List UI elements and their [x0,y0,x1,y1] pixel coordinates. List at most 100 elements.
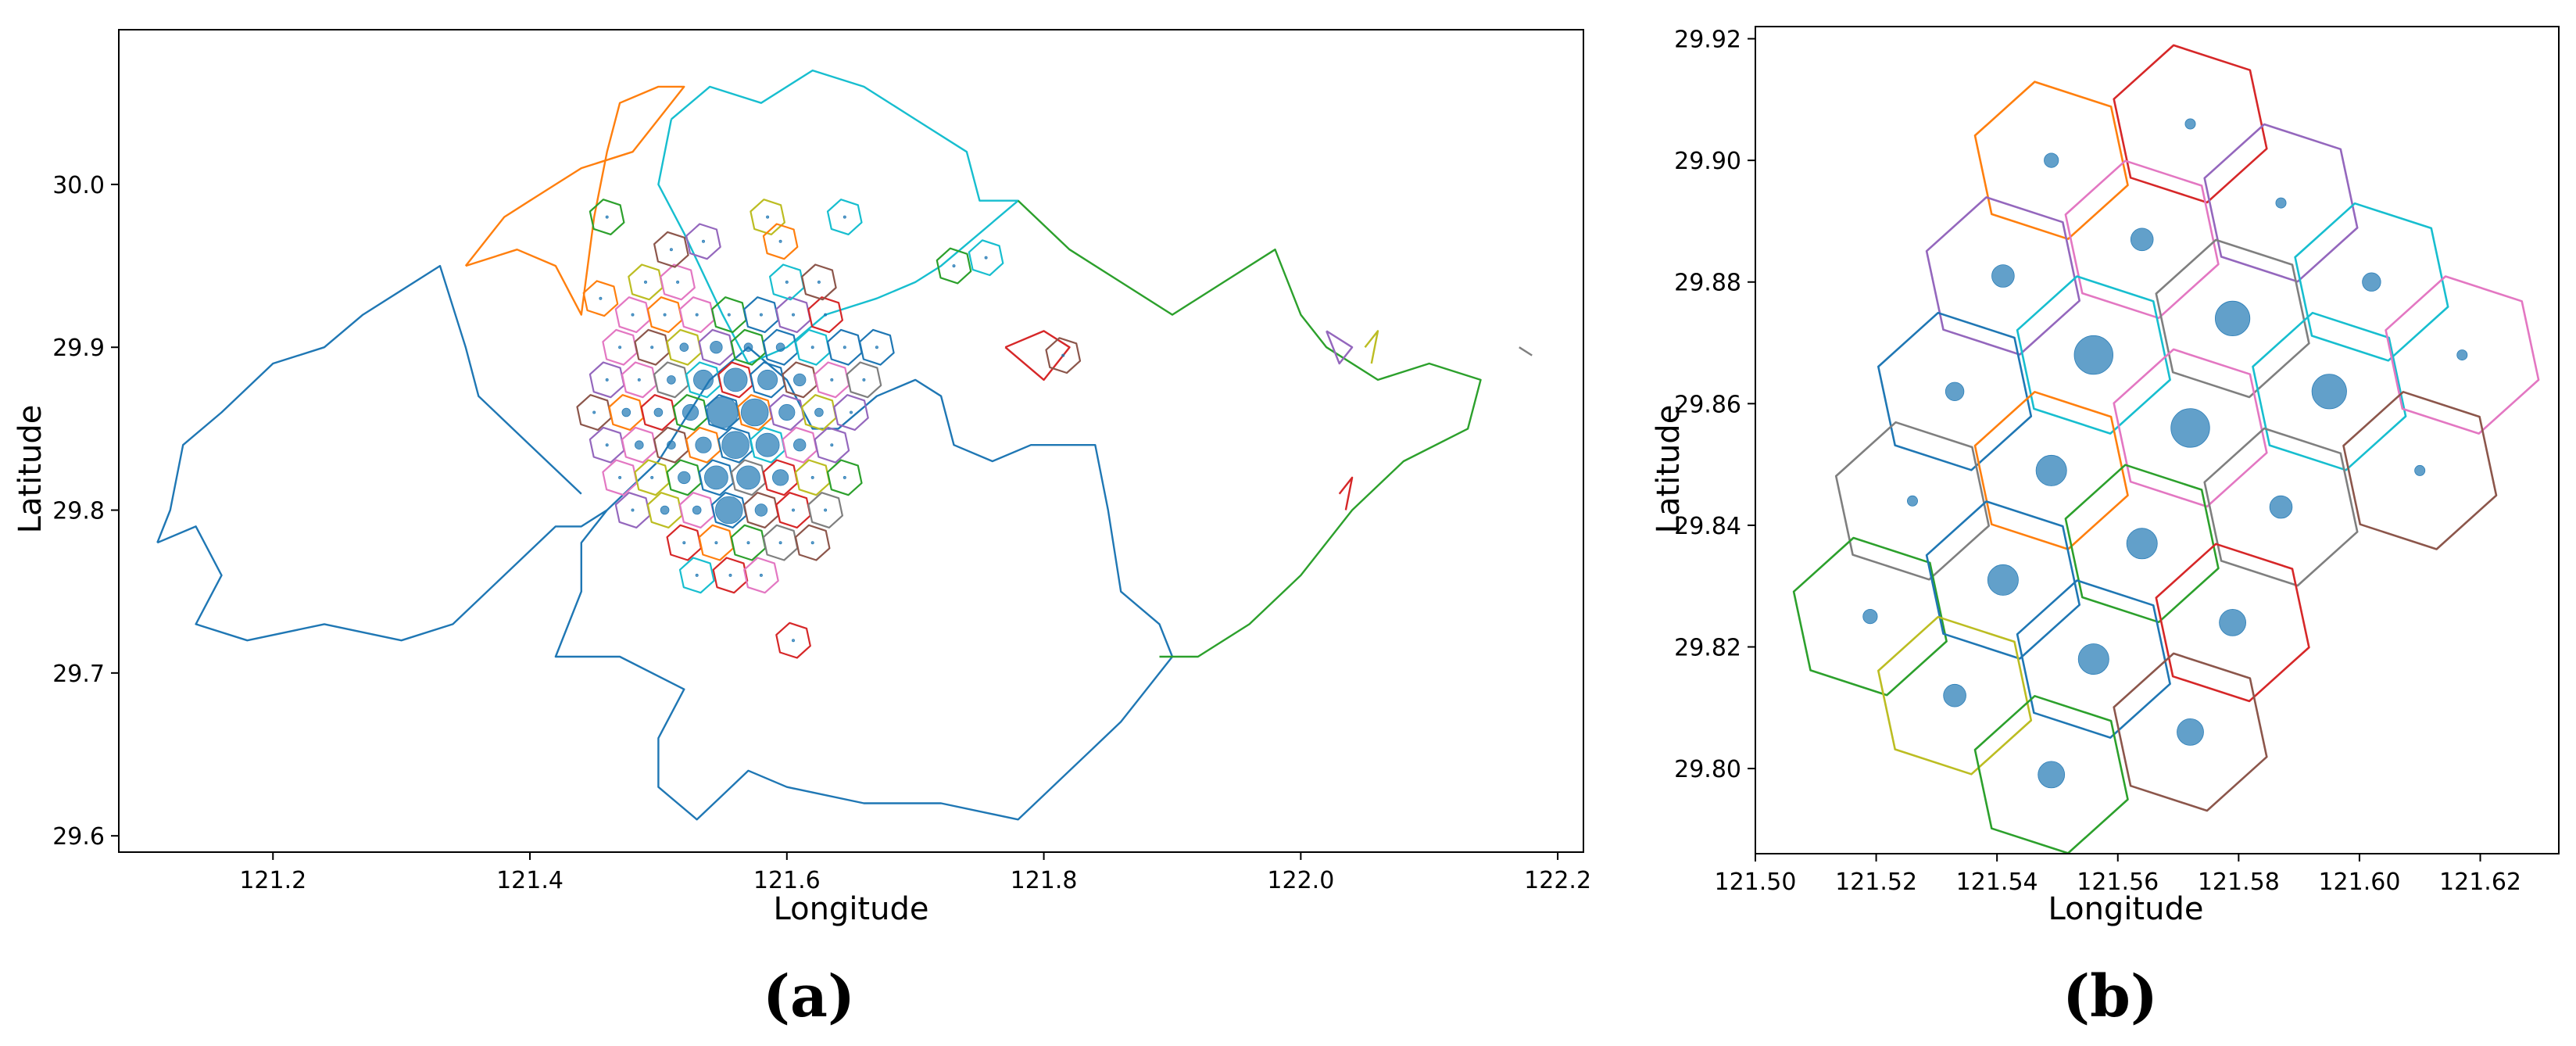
hexagon-cell [794,524,831,561]
hexagon-cell [750,199,786,235]
demand-point [660,505,670,515]
demand-point [693,369,714,390]
demand-point [650,346,654,349]
hexagon-cell [634,328,671,366]
demand-point [2275,197,2287,209]
hexagon-cell [678,492,715,529]
district-outline [156,346,1174,821]
demand-point [2362,272,2381,292]
demand-point [771,469,789,486]
panel-b-x-axis-label: Longitude [2048,891,2204,927]
hexagon-cell [653,426,689,464]
demand-point [778,403,796,421]
demand-point [1906,495,1918,507]
hexagon-cell [672,394,709,432]
x-tick-label: 121.8 [1011,867,1078,894]
demand-point [714,541,718,545]
hexagon-cell [768,394,805,432]
hexagon-cell [2155,543,2310,703]
x-tick-label: 121.56 [2077,869,2159,896]
panel-b-x-ticks: 121.50 121.52 121.54 121.56 121.58 121.60 121.… [1715,854,2521,896]
hexagon-cell [710,296,747,333]
demand-point [637,378,641,382]
x-tick-label: 121.54 [1956,869,2038,896]
hexagon-cell [2064,159,2220,320]
demand-point [2044,152,2059,168]
hexagon-cell [775,296,811,333]
hexagon-cell [666,328,703,366]
demand-point [810,541,814,545]
district-outline [464,85,685,316]
demand-point [2073,335,2113,375]
demand-point [599,296,603,300]
demand-point [667,375,676,385]
hexagon-cell [685,426,721,464]
demand-point [792,313,796,317]
hexagon-cell [2113,44,2268,204]
demand-point [785,280,789,284]
hexagon-cell [653,231,689,268]
y-tick-label: 29.8 [52,498,105,525]
demand-point [2456,349,2468,361]
district-outline [1338,476,1354,510]
hexagon-cell [743,492,779,529]
demand-point [692,505,702,515]
y-tick-label: 29.6 [52,823,105,851]
demand-point [793,439,807,452]
demand-point [631,313,635,317]
hexagon-cell [1925,500,2080,660]
demand-point [2215,300,2251,336]
hexagon-cell [750,426,786,464]
demand-point [814,407,824,417]
demand-point [605,378,609,382]
demand-point [843,215,846,219]
hexagon-cell [685,223,721,260]
hexagon-cell [762,524,799,561]
hexagon-cell [582,280,619,317]
hexagon-cell [743,296,779,333]
hexagon-cell [621,361,657,399]
district-outline [1017,199,1482,658]
y-tick-label: 29.92 [1674,27,1741,54]
hexagon-cell [1973,81,2129,241]
demand-point [952,264,956,268]
hexagon-cell [576,394,613,432]
panel-a-demand-points [592,215,1065,643]
demand-point [704,465,728,490]
y-tick-label: 29.86 [1674,391,1741,418]
demand-point [743,342,753,353]
demand-point [736,465,760,490]
demand-point [2184,118,2196,130]
demand-point [875,346,878,349]
demand-point [778,541,782,545]
demand-point [810,346,814,349]
demand-point [723,367,748,392]
demand-point [2077,643,2109,675]
hexagon-cell [678,296,715,333]
panel-b-map: 121.50 121.52 121.54 121.56 121.58 121.60 121.… [1651,26,2560,1030]
y-tick-label: 29.80 [1674,756,1741,783]
hexagon-cell [1834,421,1990,581]
demand-point [830,443,834,447]
hexagon-cell [2016,275,2171,435]
hexagon-cell [1877,615,2033,776]
hexagon-cell [1877,311,2033,471]
demand-point [631,508,635,512]
hexagon-cell [801,263,837,301]
hexagon-cell [807,296,844,333]
hexagon-cell [712,557,749,594]
hexagon-cell [736,394,773,432]
hexagon-cell [2155,238,2310,399]
hexagon-cell [730,328,767,366]
hexagon-cell [826,199,863,235]
hexagon-cell [794,328,831,366]
hexagon-cell [775,622,811,659]
demand-point [759,313,763,317]
panel-b-plot-frame [1755,26,2560,854]
demand-point [669,248,673,252]
y-tick-label: 29.84 [1674,513,1741,540]
demand-point [850,410,853,414]
hexagon-cell [608,394,645,432]
hexagon-cell [589,361,625,399]
hexagon-cell [666,524,703,561]
